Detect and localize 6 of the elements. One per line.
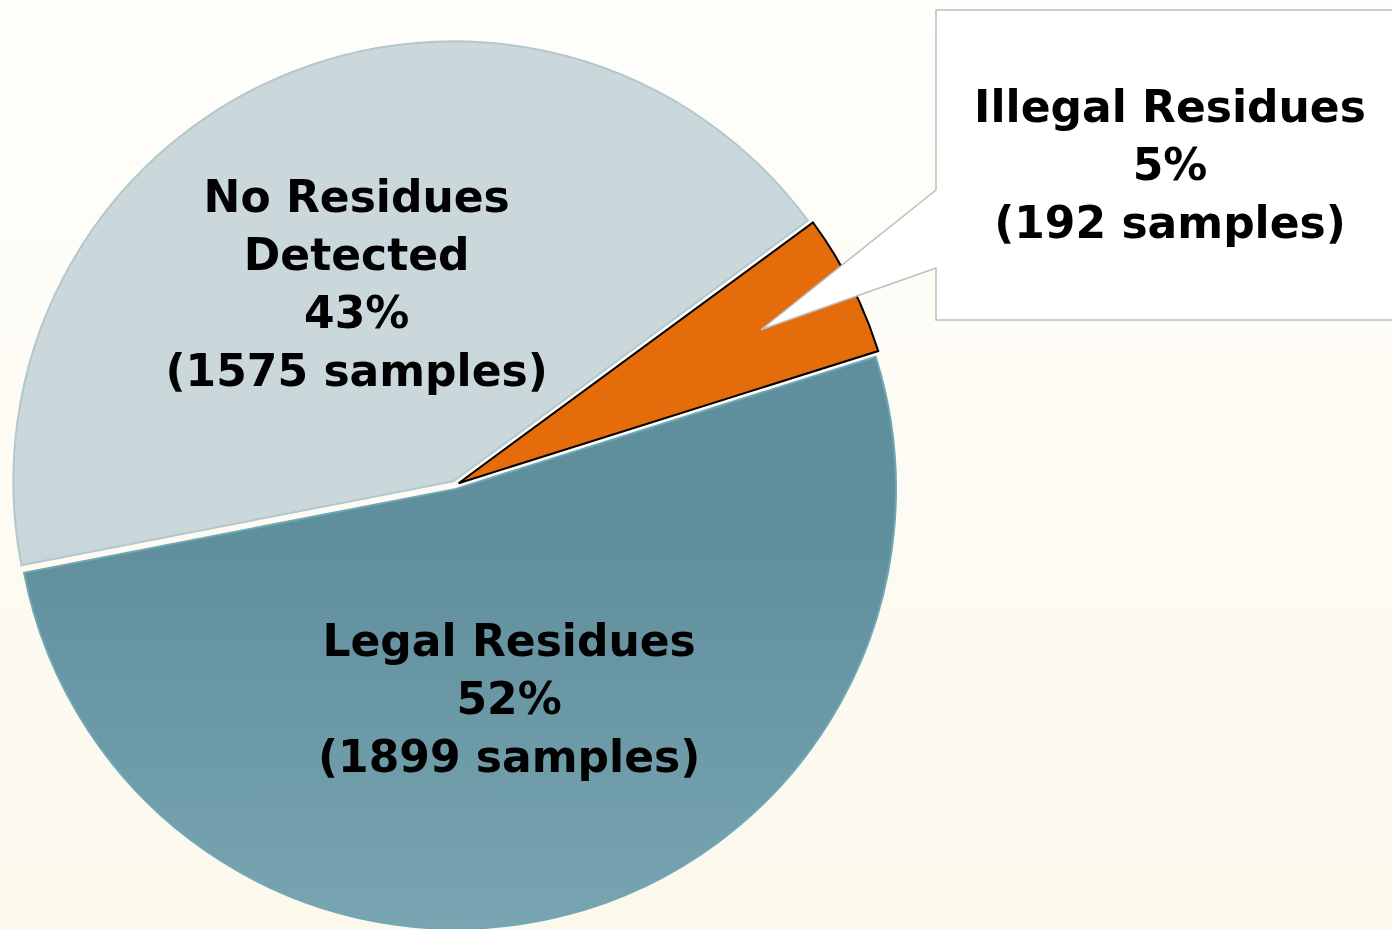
slice-label: Illegal Residues xyxy=(974,81,1366,133)
data-label: 5% (192 samples) xyxy=(994,139,1346,249)
slice-label: No Residues Detected xyxy=(203,170,510,280)
data-label: 43% (1575 samples) xyxy=(165,286,548,396)
data-label: 52% (1899 samples) xyxy=(317,672,701,782)
slice-label: Legal Residues xyxy=(322,614,696,666)
